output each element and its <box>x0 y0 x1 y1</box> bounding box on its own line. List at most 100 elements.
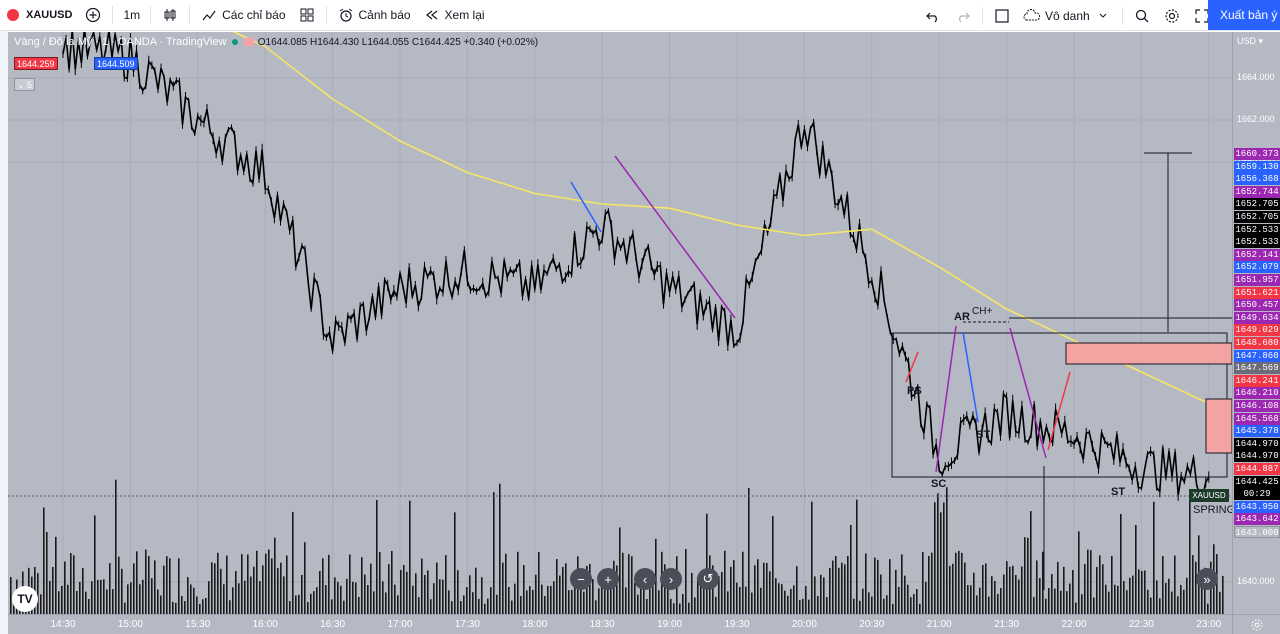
chevron-right-icon: › <box>668 571 674 587</box>
templates-button[interactable] <box>292 0 322 31</box>
time-tick: 23:00 <box>1196 619 1222 630</box>
reset-chart-button[interactable]: ↺ <box>697 568 719 590</box>
volume-bar <box>529 586 531 614</box>
volume-bar <box>283 576 285 614</box>
volume-bar <box>379 551 381 614</box>
volume-bar <box>49 580 51 614</box>
compare-button[interactable] <box>78 0 108 31</box>
time-tick: 14:30 <box>50 619 76 630</box>
sell-price-button[interactable]: 1644.259 <box>14 57 58 70</box>
axis-settings-button[interactable] <box>1232 614 1280 634</box>
volume-bar <box>376 499 378 614</box>
tradingview-logo-icon[interactable]: TV <box>12 586 38 612</box>
volume-bar <box>904 575 906 614</box>
volume-bar <box>1045 598 1047 614</box>
time-axis[interactable]: 14:30 15:00 15:30 16:00 16:30 17:00 17:30 18:00… <box>8 614 1232 634</box>
scroll-left-button[interactable]: ‹ <box>634 568 656 590</box>
volume-bar <box>754 565 756 614</box>
volume-bar <box>958 550 960 614</box>
volume-bar <box>1135 525 1137 614</box>
interval-button[interactable]: 1m <box>117 0 146 31</box>
supply-zone-small <box>1205 398 1232 454</box>
volume-bar <box>118 556 120 614</box>
redo-button[interactable] <box>948 0 978 31</box>
undo-button[interactable] <box>918 0 948 31</box>
chart-type-button[interactable] <box>155 0 185 31</box>
volume-bar <box>178 558 180 614</box>
volume-bar <box>469 575 471 614</box>
volume-bar <box>289 601 291 614</box>
time-tick: 21:00 <box>926 619 952 630</box>
volume-bar <box>280 562 282 614</box>
volume-bar <box>241 554 243 614</box>
volume-bar <box>1108 591 1110 614</box>
volume-bar <box>1219 591 1221 614</box>
settings-button[interactable] <box>1157 0 1187 31</box>
price-tick: 1640.000 <box>1237 576 1275 586</box>
chart-pane[interactable]: Vàng / Đô la Mỹ · 1 · OANDA · TradingVie… <box>8 32 1232 614</box>
fullscreen-toggle[interactable] <box>987 0 1017 31</box>
symbol-title[interactable]: Vàng / Đô la Mỹ · 1 · OANDA · TradingVie… <box>14 36 227 48</box>
volume-bar <box>337 581 339 614</box>
scroll-to-realtime-button[interactable]: » <box>1196 568 1218 590</box>
volume-bar <box>442 579 444 614</box>
volume-bar <box>964 562 966 614</box>
scroll-right-button[interactable]: › <box>660 568 682 590</box>
volume-bar <box>409 500 411 614</box>
symbol-search[interactable]: XAUUSD <box>0 0 78 31</box>
zoom-out-button[interactable]: − <box>570 568 592 590</box>
volume-bar <box>718 576 720 614</box>
zoom-in-button[interactable]: + <box>597 568 619 590</box>
alert-button[interactable]: Cảnh báo <box>331 0 417 31</box>
indicators-collapse-toggle[interactable]: ⌄ 5 <box>14 78 36 91</box>
volume-bar <box>1195 561 1197 614</box>
price-label: 1652.079 <box>1234 261 1280 274</box>
volume-bar <box>67 584 69 614</box>
chevron-down-icon <box>1094 7 1112 25</box>
replay-button[interactable]: Xem lại <box>417 0 491 31</box>
gear-icon <box>1163 7 1181 25</box>
volume-bar <box>925 581 927 614</box>
add-circle-icon <box>84 6 102 24</box>
volume-bar <box>1183 589 1185 614</box>
trend-segment <box>935 325 957 473</box>
price-label: 1652.705 <box>1234 198 1280 211</box>
volume-bar <box>700 576 702 614</box>
volume-bar <box>193 587 195 614</box>
volume-bar <box>79 581 81 614</box>
volume-bar <box>775 578 777 614</box>
price-label: 1647.860 <box>1234 349 1280 362</box>
price-label: 1650.457 <box>1234 299 1280 312</box>
volume-bar <box>724 550 726 614</box>
volume-bar <box>115 479 117 614</box>
volume-bar <box>331 599 333 614</box>
currency-selector[interactable]: USD ▾ <box>1237 36 1263 47</box>
volume-bar <box>232 587 234 614</box>
indicators-button[interactable]: Các chỉ báo <box>194 0 291 31</box>
volume-bar <box>55 536 57 614</box>
expand-button[interactable] <box>1187 0 1217 31</box>
time-tick: 17:30 <box>454 619 480 630</box>
volume-bar <box>1216 554 1218 614</box>
layout-name-button[interactable]: Vô danh <box>1017 0 1118 31</box>
volume-bar <box>808 599 810 614</box>
volume-bar <box>1153 501 1155 614</box>
volume-bar <box>217 552 219 614</box>
buy-price-button[interactable]: 1644.509 <box>94 57 138 70</box>
volume-bar <box>268 549 270 614</box>
volume-bar <box>61 585 63 614</box>
volume-bar <box>694 597 696 614</box>
volume-bar <box>670 598 672 614</box>
volume-bar <box>175 602 177 614</box>
volume-bar <box>472 592 474 614</box>
volume-bar <box>985 563 987 614</box>
volume-bar <box>151 578 153 614</box>
volume-bar <box>235 570 237 614</box>
publish-button[interactable]: Xuất bản ý t <box>1208 0 1280 30</box>
volume-bar <box>325 585 327 614</box>
search-button[interactable] <box>1127 0 1157 31</box>
volume-bar <box>955 552 957 614</box>
volume-bar <box>211 562 213 614</box>
volume-bar <box>181 595 183 614</box>
